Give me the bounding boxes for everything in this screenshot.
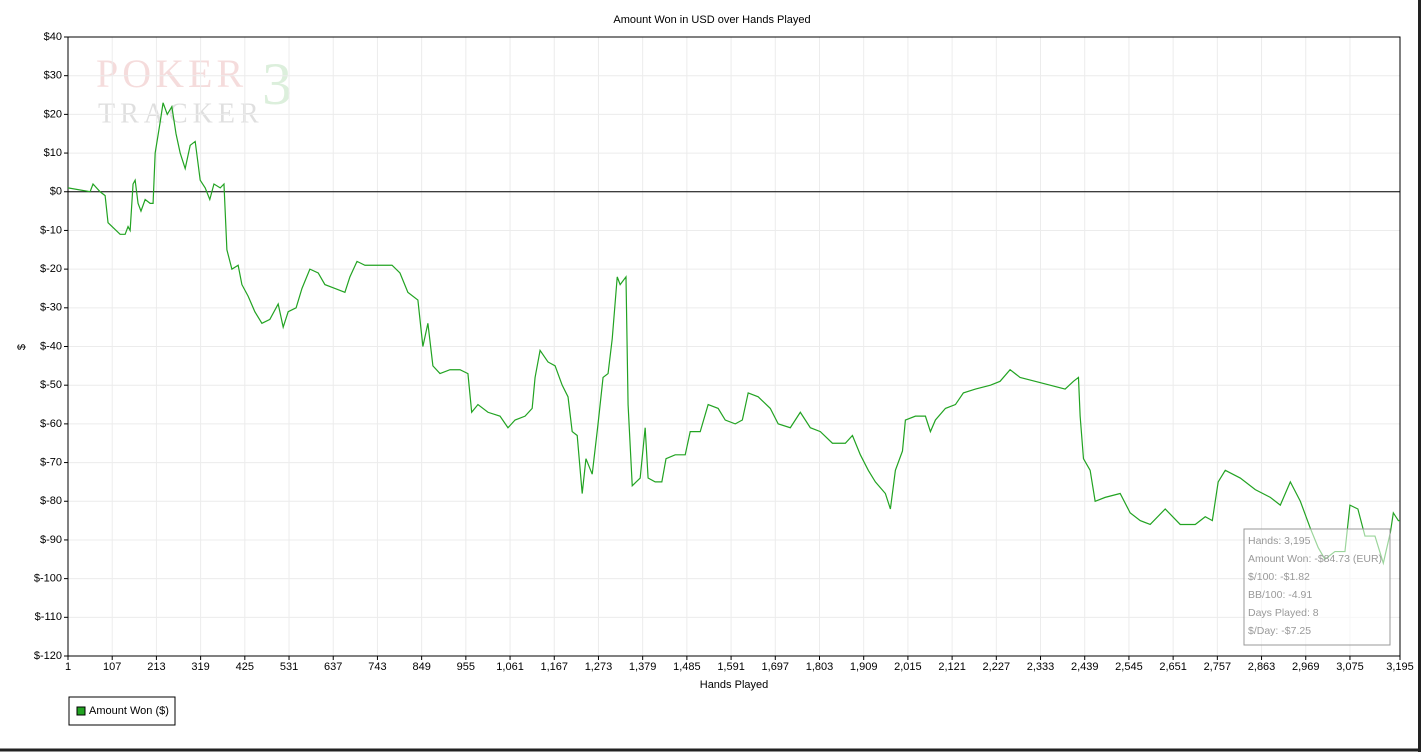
y-tick-label: $-70 xyxy=(40,456,62,468)
x-tick-label: 849 xyxy=(412,661,430,673)
y-tick-label: $20 xyxy=(44,108,62,120)
x-tick-label: 1,167 xyxy=(540,661,568,673)
series-line xyxy=(67,102,1400,566)
y-tick-label: $-20 xyxy=(40,263,62,275)
x-tick-label: 3,195 xyxy=(1386,661,1414,673)
x-tick-label: 1,591 xyxy=(717,661,745,673)
x-tick-label: 637 xyxy=(324,661,342,673)
y-tick-label: $-30 xyxy=(40,302,62,314)
legend-swatch xyxy=(76,706,86,716)
y-tick-label: $-60 xyxy=(40,418,62,430)
x-tick-label: 955 xyxy=(457,661,475,673)
x-axis-label: Hands Played xyxy=(700,679,769,691)
watermark-text: POKER xyxy=(96,51,247,96)
y-tick-label: $-50 xyxy=(40,379,62,391)
x-tick-label: 107 xyxy=(103,661,121,673)
x-tick-label: 743 xyxy=(368,661,386,673)
x-tick-label: 2,439 xyxy=(1071,661,1099,673)
y-tick-label: $0 xyxy=(50,186,62,198)
chart-title: Amount Won in USD over Hands Played xyxy=(613,14,810,26)
tooltip-text: Hands: 3,195 xyxy=(1248,535,1311,547)
y-tick-label: $10 xyxy=(44,147,62,159)
x-tick-label: 319 xyxy=(191,661,209,673)
plot-frame xyxy=(67,36,1401,657)
x-tick-label: 1,803 xyxy=(806,661,834,673)
x-tick-label: 2,969 xyxy=(1292,661,1320,673)
watermark-text: 3 xyxy=(262,51,292,117)
y-tick-label: $-100 xyxy=(34,573,62,585)
y-tick-label: $-90 xyxy=(40,534,62,546)
legend-box xyxy=(68,696,176,726)
tooltip-text: $/Day: -$7.25 xyxy=(1248,625,1311,637)
y-tick-label: $-80 xyxy=(40,495,62,507)
tooltip-text: BB/100: -4.91 xyxy=(1248,589,1312,601)
x-tick-label: 2,015 xyxy=(894,661,922,673)
x-tick-label: 2,121 xyxy=(938,661,966,673)
y-tick-label: $-40 xyxy=(40,340,62,352)
x-tick-label: 1,485 xyxy=(673,661,701,673)
x-tick-label: 1,061 xyxy=(496,661,524,673)
x-tick-label: 2,227 xyxy=(983,661,1011,673)
x-tick-label: 213 xyxy=(147,661,165,673)
x-tick-label: 3,075 xyxy=(1336,661,1364,673)
y-tick-label: $-10 xyxy=(40,224,62,236)
tooltip-text: Amount Won: -$84.73 (EUR) xyxy=(1248,553,1382,565)
tooltip-text: $/100: -$1.82 xyxy=(1248,571,1310,583)
y-tick-label: $40 xyxy=(44,31,62,43)
x-tick-label: 1,909 xyxy=(850,661,878,673)
tooltip-box xyxy=(1243,528,1391,646)
x-tick-label: 1,379 xyxy=(629,661,657,673)
y-tick-label: $-120 xyxy=(34,650,62,662)
x-tick-label: 2,545 xyxy=(1115,661,1143,673)
y-axis-label: $ xyxy=(16,344,28,350)
watermark: POKER TRACKER 3 xyxy=(96,51,292,130)
legend-label: Amount Won ($) xyxy=(89,705,169,717)
x-tick-label: 2,863 xyxy=(1248,661,1276,673)
x-tick-label: 531 xyxy=(280,661,298,673)
x-tick-label: 425 xyxy=(236,661,254,673)
x-tick-label: 1,273 xyxy=(585,661,613,673)
tooltip: Hands: 3,195 Amount Won: -$84.73 (EUR) $/1… xyxy=(1243,528,1391,646)
tooltip-text: Days Played: 8 xyxy=(1248,607,1319,619)
x-tick-label: 1,697 xyxy=(762,661,790,673)
x-tick-label: 2,757 xyxy=(1204,661,1232,673)
x-tick-label: 2,651 xyxy=(1159,661,1187,673)
y-tick-label: $-110 xyxy=(35,611,62,623)
y-tick-label: $30 xyxy=(44,70,62,82)
x-tick-label: 2,333 xyxy=(1027,661,1055,673)
x-tick-label: 1 xyxy=(65,661,71,673)
